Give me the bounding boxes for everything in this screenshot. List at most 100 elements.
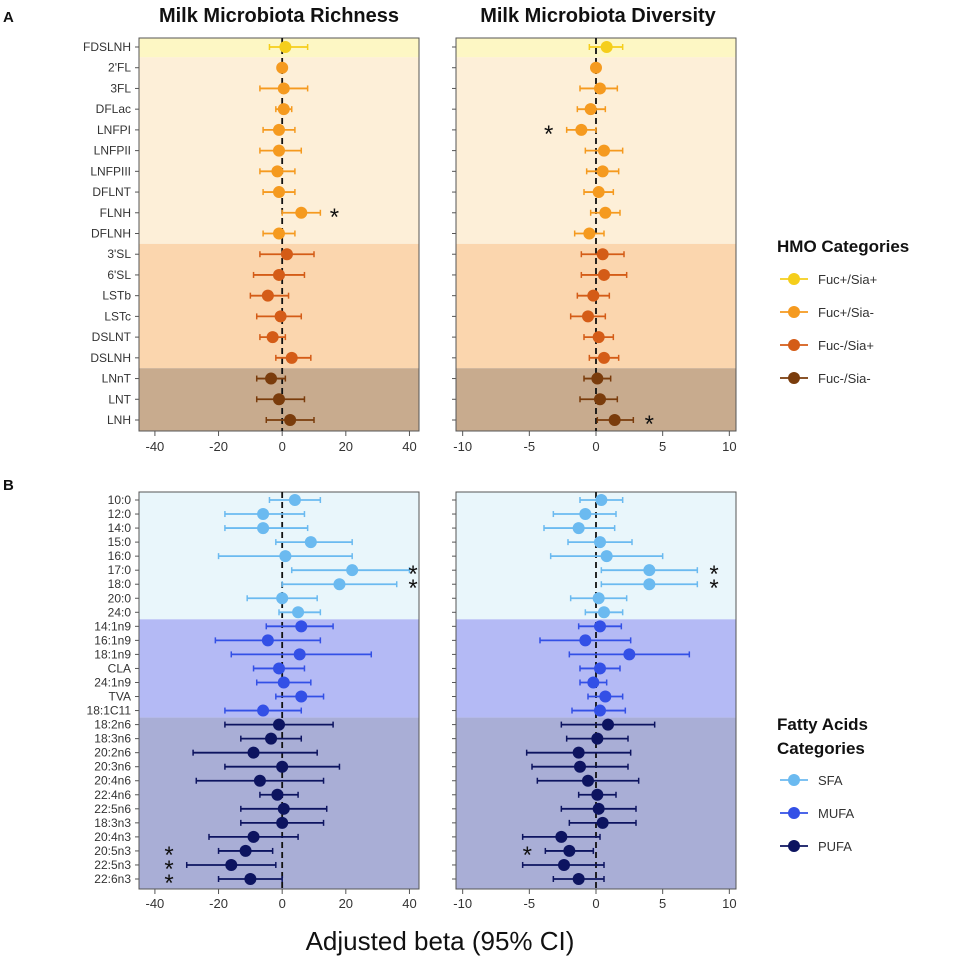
estimate-point [574, 760, 586, 773]
estimate-point [273, 718, 285, 731]
estimate-point [292, 606, 305, 619]
estimate-point [244, 873, 257, 885]
estimate-point [592, 802, 605, 815]
fa-legend-swatch [788, 807, 800, 819]
estimate-point [273, 144, 285, 157]
estimate-point [596, 248, 609, 261]
y-tick-label: 18:1n9 [94, 647, 131, 661]
estimate-point [265, 732, 278, 745]
estimate-point [274, 310, 287, 323]
hmo-legend-title: HMO Categories [777, 237, 909, 256]
y-tick-label: FLNH [100, 206, 131, 220]
y-tick-label: DFLNH [91, 227, 131, 241]
estimate-point [643, 578, 656, 591]
fa-legend-title-line1: Fatty Acids [777, 715, 868, 734]
band-fucsia [139, 243, 419, 369]
x-tick-label: 20 [339, 896, 353, 911]
estimate-point [295, 690, 308, 703]
y-tick-label: DSLNH [90, 351, 131, 365]
estimate-point [590, 61, 602, 74]
significance-star: * [645, 411, 654, 438]
estimate-point [591, 732, 604, 745]
x-tick-label: -20 [209, 896, 228, 911]
estimate-point [587, 289, 600, 302]
y-tick-label: 14:0 [108, 521, 132, 535]
y-tick-label: 18:1C11 [87, 704, 132, 718]
fa-legend-swatch [788, 774, 800, 786]
x-tick-label: 10 [722, 896, 736, 911]
significance-star: * [408, 575, 417, 602]
significance-star: * [164, 842, 173, 869]
y-tick-label: 18:2n6 [94, 718, 131, 732]
estimate-point [257, 704, 270, 717]
significance-star: * [330, 204, 339, 231]
y-tick-label: LNT [108, 392, 131, 406]
plot-frame [138, 37, 420, 432]
x-tick-label: 0 [592, 896, 599, 911]
y-tick-label: 14:1n9 [94, 619, 131, 633]
estimate-point [579, 634, 592, 647]
fa-legend-label: PUFA [818, 839, 852, 854]
estimate-point [265, 372, 278, 385]
estimate-point [582, 774, 594, 787]
plot-frame [138, 491, 420, 890]
estimate-point [596, 816, 609, 829]
y-tick-label: TVA [109, 690, 131, 704]
x-tick-label: 40 [402, 439, 416, 454]
estimate-point [594, 620, 606, 633]
estimate-point [284, 414, 297, 426]
panel-letter-b: B [3, 477, 14, 494]
y-tick-label: 22:6n3 [94, 872, 131, 886]
hmo-legend-label: Fuc-/Sia- [818, 371, 871, 386]
y-tick-label: LNFPII [94, 144, 131, 158]
y-tick-label: 18:0 [108, 577, 132, 591]
fa-legend-swatch [788, 840, 800, 852]
y-tick-label: 20:3n6 [94, 760, 131, 774]
estimate-point [247, 746, 260, 759]
estimate-point [304, 536, 317, 549]
estimate-point [598, 144, 610, 157]
estimate-point [276, 816, 289, 829]
estimate-point [225, 858, 238, 871]
estimate-point [279, 550, 292, 563]
estimate-point [594, 536, 606, 549]
significance-star: * [408, 561, 417, 588]
estimate-point [273, 186, 285, 199]
estimate-point [261, 289, 274, 302]
x-tick-label: -10 [453, 439, 472, 454]
estimate-point [273, 123, 285, 136]
y-tick-label: 6'SL [107, 268, 131, 282]
estimate-point [257, 522, 270, 535]
estimate-point [587, 676, 600, 689]
estimate-point [277, 676, 290, 689]
significance-star: * [709, 561, 718, 588]
estimate-point [295, 206, 308, 219]
y-tick-label: 16:1n9 [94, 633, 131, 647]
y-tick-label: 3FL [110, 81, 131, 95]
estimate-point [279, 41, 292, 53]
panel-b-diversity-plot: -10 -5 0 5 10*** [452, 491, 737, 911]
x-tick-label: -40 [146, 896, 165, 911]
fa-legend-label: SFA [818, 773, 843, 788]
estimate-point [247, 830, 260, 843]
estimate-point [277, 82, 290, 95]
estimate-point [598, 268, 610, 281]
estimate-point [239, 844, 252, 857]
y-tick-label: DFLNT [92, 185, 131, 199]
y-tick-label: LNnT [102, 372, 132, 386]
estimate-point [273, 393, 285, 406]
y-tick-label: FDSLNH [83, 40, 131, 54]
x-tick-label: 0 [592, 439, 599, 454]
y-tick-label: 22:5n6 [94, 802, 131, 816]
estimate-point [277, 802, 290, 815]
y-tick-label: 18:3n6 [94, 732, 131, 746]
y-tick-label: 20:4n6 [94, 774, 131, 788]
estimate-point [594, 704, 606, 717]
estimate-point [602, 718, 614, 731]
estimate-point [293, 648, 306, 661]
estimate-point [257, 508, 270, 521]
y-tick-label: 12:0 [108, 507, 132, 521]
estimate-point [558, 858, 570, 871]
panel-a-diversity-plot: -10 -5 0 5 10 * * [452, 37, 737, 454]
